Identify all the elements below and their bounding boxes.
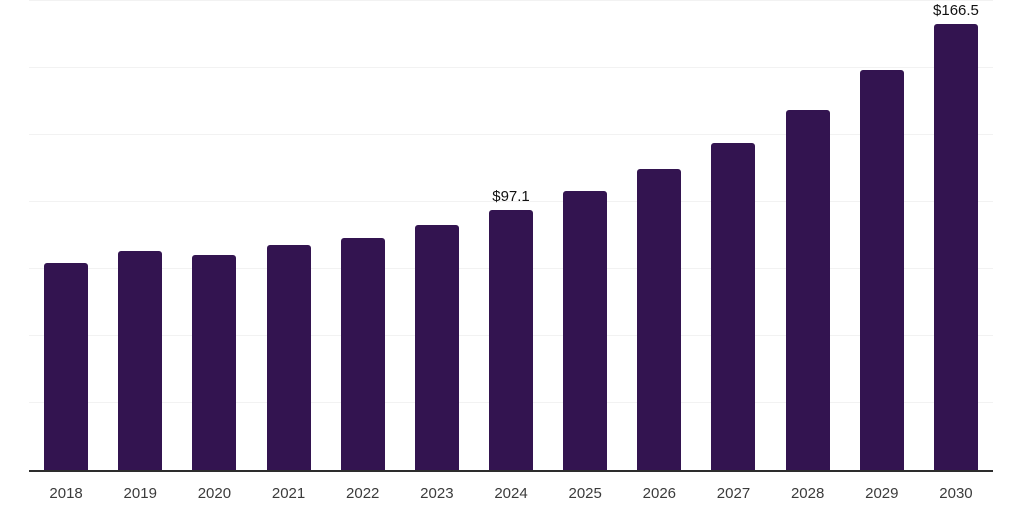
bar-group xyxy=(845,0,919,470)
plot-area: $97.1 $166.5 xyxy=(29,0,993,472)
bar-value-label-2024: $97.1 xyxy=(492,187,530,205)
bar-2019 xyxy=(118,251,163,470)
bar-group xyxy=(696,0,770,470)
bar-group xyxy=(326,0,400,470)
gridline xyxy=(29,134,993,135)
bar-2023 xyxy=(414,225,459,470)
x-tick-label-2021: 2021 xyxy=(271,485,306,502)
bar-2022 xyxy=(340,237,385,470)
x-axis-line xyxy=(29,470,993,472)
bar-2030 xyxy=(933,23,978,470)
bar-group: $97.1 xyxy=(474,0,548,470)
x-axis-labels: 2018 2019 2020 2021 2022 2023 2024 2025 2026 2027… xyxy=(29,472,993,501)
gridline xyxy=(29,201,993,202)
bar-group xyxy=(251,0,325,470)
x-tick-label-2025: 2025 xyxy=(568,485,602,502)
bar-2028 xyxy=(785,109,830,470)
bar-2025 xyxy=(563,191,608,470)
bars-container: $97.1 $166.5 xyxy=(29,0,993,470)
bar-2024 xyxy=(489,209,534,470)
x-tick-label-2030: 2030 xyxy=(939,485,973,502)
bar-group xyxy=(29,0,103,470)
bar-group xyxy=(177,0,251,470)
bar-value-label-2030: $166.5 xyxy=(933,1,979,19)
bar-group xyxy=(400,0,474,470)
bar-group xyxy=(548,0,622,470)
gridline xyxy=(29,67,993,68)
bar-2026 xyxy=(637,169,682,470)
x-tick-label-2023: 2023 xyxy=(420,485,454,502)
bar-2027 xyxy=(711,142,756,470)
x-tick-label-2019: 2019 xyxy=(123,485,157,502)
x-tick-label-2024: 2024 xyxy=(494,485,528,502)
bar-group xyxy=(103,0,177,470)
bar-group xyxy=(771,0,845,470)
x-tick-label-2026: 2026 xyxy=(642,485,677,502)
bar-2029 xyxy=(859,70,904,470)
bar-2018 xyxy=(44,262,89,470)
bar-group xyxy=(622,0,696,470)
x-tick-label-2029: 2029 xyxy=(865,485,899,502)
bar-2021 xyxy=(266,245,311,470)
x-tick-label-2028: 2028 xyxy=(790,485,825,502)
x-tick-label-2027: 2027 xyxy=(716,485,751,502)
x-tick-label-2018: 2018 xyxy=(49,485,83,502)
bar-2020 xyxy=(192,254,237,470)
gridline xyxy=(29,0,993,1)
x-tick-label-2022: 2022 xyxy=(346,485,380,502)
bar-group: $166.5 xyxy=(919,0,993,470)
x-tick-label-2020: 2020 xyxy=(197,485,232,502)
